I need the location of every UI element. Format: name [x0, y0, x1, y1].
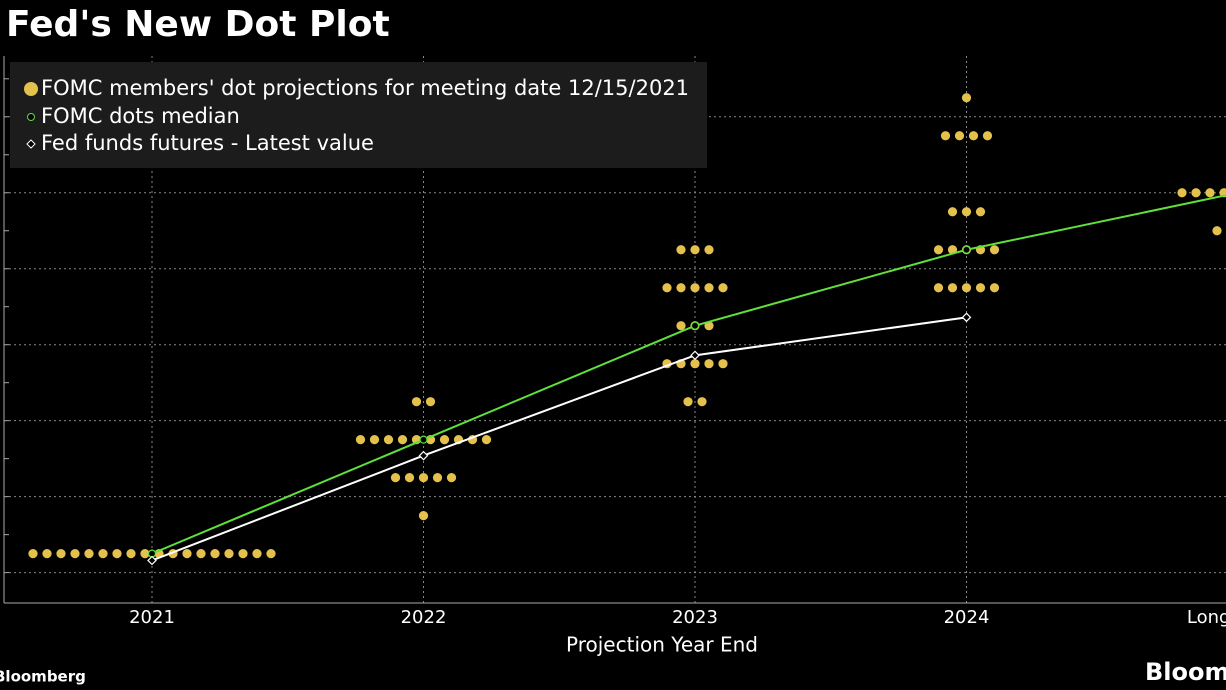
- dot: [662, 283, 672, 293]
- dot: [1177, 188, 1187, 198]
- dot: [989, 283, 1000, 293]
- dot: [446, 473, 457, 483]
- source-label: Bloomberg: [0, 668, 86, 686]
- x-tick-label: 2021: [129, 607, 175, 628]
- dot: [1212, 226, 1222, 236]
- series-line: [151, 194, 1226, 555]
- legend-swatch: [27, 113, 35, 121]
- point: [419, 435, 428, 444]
- x-tick-label: Longer Run: [1187, 607, 1226, 628]
- x-tick-label: 2022: [401, 607, 447, 628]
- dot: [390, 473, 401, 483]
- dot: [84, 549, 94, 559]
- dot: [411, 397, 422, 407]
- legend: FOMC members' dot projections for meetin…: [10, 62, 707, 168]
- dot: [961, 283, 972, 293]
- dot: [718, 283, 728, 293]
- point: [962, 245, 971, 254]
- legend-swatch: [24, 82, 38, 96]
- dot: [947, 283, 958, 293]
- dot: [224, 549, 234, 559]
- x-tick-label: 2024: [944, 607, 990, 628]
- dot: [182, 549, 192, 559]
- x-tick-label: 2023: [672, 607, 718, 628]
- dot: [968, 131, 979, 141]
- point: [690, 350, 700, 361]
- dot: [704, 245, 714, 255]
- dot: [1205, 188, 1215, 198]
- dot: [266, 549, 276, 559]
- dot: [42, 549, 52, 559]
- dot: [989, 245, 1000, 255]
- dot: [676, 245, 686, 255]
- dot: [961, 93, 972, 103]
- legend-box: [10, 62, 707, 168]
- point: [418, 450, 429, 461]
- logo: Bloomberg: [1145, 658, 1226, 686]
- dot: [56, 549, 66, 559]
- dot: [210, 549, 220, 559]
- dot: [238, 549, 248, 559]
- dot: [947, 207, 958, 217]
- dot: [252, 549, 262, 559]
- dot: [718, 359, 728, 369]
- dot: [697, 397, 707, 407]
- dot: [112, 549, 122, 559]
- point: [147, 555, 157, 566]
- dot: [704, 359, 714, 369]
- dot: [704, 283, 714, 293]
- dot: [1191, 188, 1201, 198]
- dot: [933, 283, 944, 293]
- dot: [954, 131, 965, 141]
- dot: [432, 473, 443, 483]
- dot: [28, 549, 38, 559]
- dot: [404, 473, 415, 483]
- dot: [975, 283, 986, 293]
- dot: [961, 207, 972, 217]
- chart-title: Fed's New Dot Plot: [6, 4, 390, 45]
- dot: [196, 549, 206, 559]
- dot: [690, 359, 700, 369]
- dot: [418, 473, 429, 483]
- dot: [676, 283, 686, 293]
- legend-swatch: [26, 139, 36, 149]
- legend-label: FOMC dots median: [41, 104, 240, 128]
- dot: [418, 511, 429, 521]
- dot: [683, 397, 693, 407]
- dot: [397, 435, 408, 445]
- point: [690, 321, 700, 330]
- point: [961, 312, 972, 323]
- dot: [439, 435, 450, 445]
- dot: [369, 435, 380, 445]
- dot: [140, 549, 150, 559]
- legend-label: Fed funds futures - Latest value: [41, 131, 374, 155]
- dot: [70, 549, 80, 559]
- series-line: [151, 316, 967, 562]
- legend-label: FOMC members' dot projections for meetin…: [41, 76, 689, 100]
- dot: [355, 435, 366, 445]
- dot: [676, 321, 686, 331]
- dot: [940, 131, 951, 141]
- dot: [933, 245, 944, 255]
- dot: [690, 283, 700, 293]
- dot: [982, 131, 993, 141]
- dot: [126, 549, 136, 559]
- dot: [975, 207, 986, 217]
- dot: [690, 245, 700, 255]
- x-axis-label: Projection Year End: [566, 633, 758, 657]
- dot: [98, 549, 108, 559]
- dot: [481, 435, 492, 445]
- dot: [425, 397, 436, 407]
- dot: [383, 435, 394, 445]
